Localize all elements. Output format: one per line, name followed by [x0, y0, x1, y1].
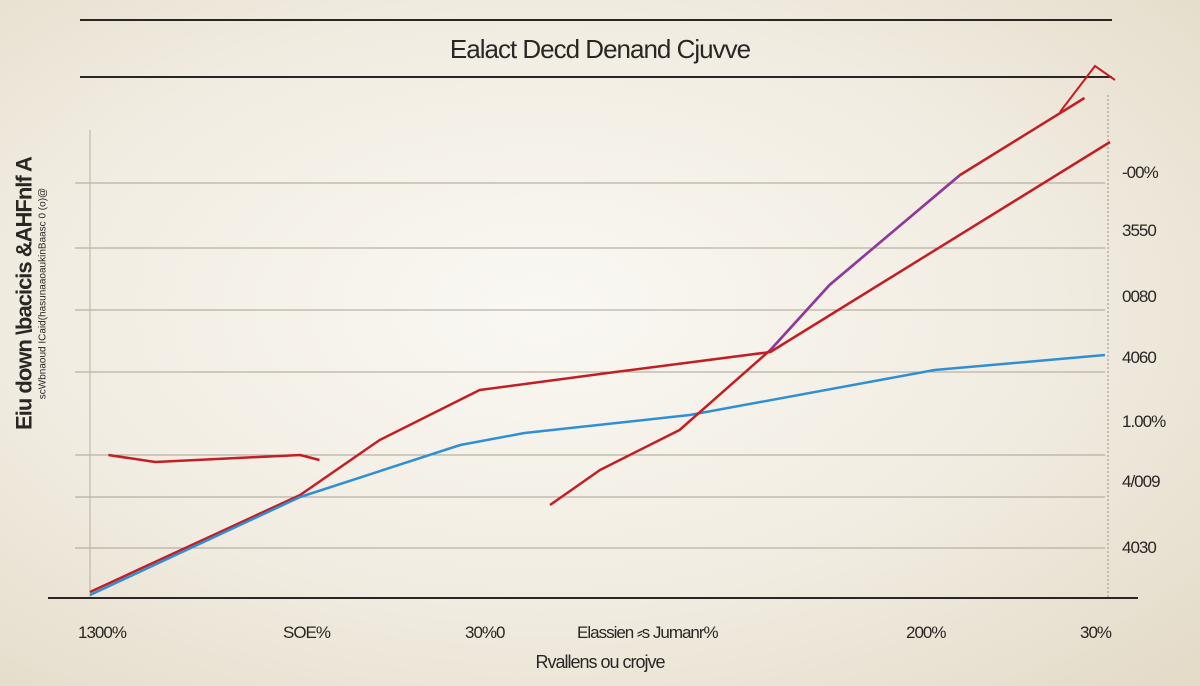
- x-tick-label: 200%: [906, 623, 946, 642]
- x-axis-inline-title: Elassien ⸗s Jumanr%: [577, 623, 719, 642]
- chart-title: Ealact Decd Denand Cjuvve: [449, 34, 751, 64]
- x-tick-label: SOE%: [283, 623, 331, 642]
- x-axis-label: Rvallens ou crojve: [535, 652, 665, 672]
- x-tick-label: 1300%: [78, 623, 127, 642]
- right-tick-label: 0080: [1122, 287, 1157, 306]
- x-tick-label: 30%0: [465, 623, 505, 642]
- right-tick-label: 1.00%: [1122, 412, 1166, 431]
- right-tick-label: 4030: [1122, 538, 1157, 557]
- series-line-3: [769, 174, 961, 351]
- title-rule: [80, 76, 1112, 78]
- series-line-0: [89, 140, 1111, 594]
- right-tick-label: 4060: [1122, 348, 1157, 367]
- series-line-4: [108, 453, 320, 464]
- right-tick-label: 3550: [1122, 221, 1157, 240]
- series-line-2: [549, 96, 1086, 507]
- arrow-head: [1059, 64, 1116, 113]
- top-rule: [80, 19, 1112, 21]
- right-tick-label: -00%: [1122, 163, 1159, 182]
- x-tick-label: 30%: [1080, 623, 1112, 642]
- series-line-1: [89, 353, 1106, 597]
- right-tick-label: 4/009: [1122, 472, 1161, 491]
